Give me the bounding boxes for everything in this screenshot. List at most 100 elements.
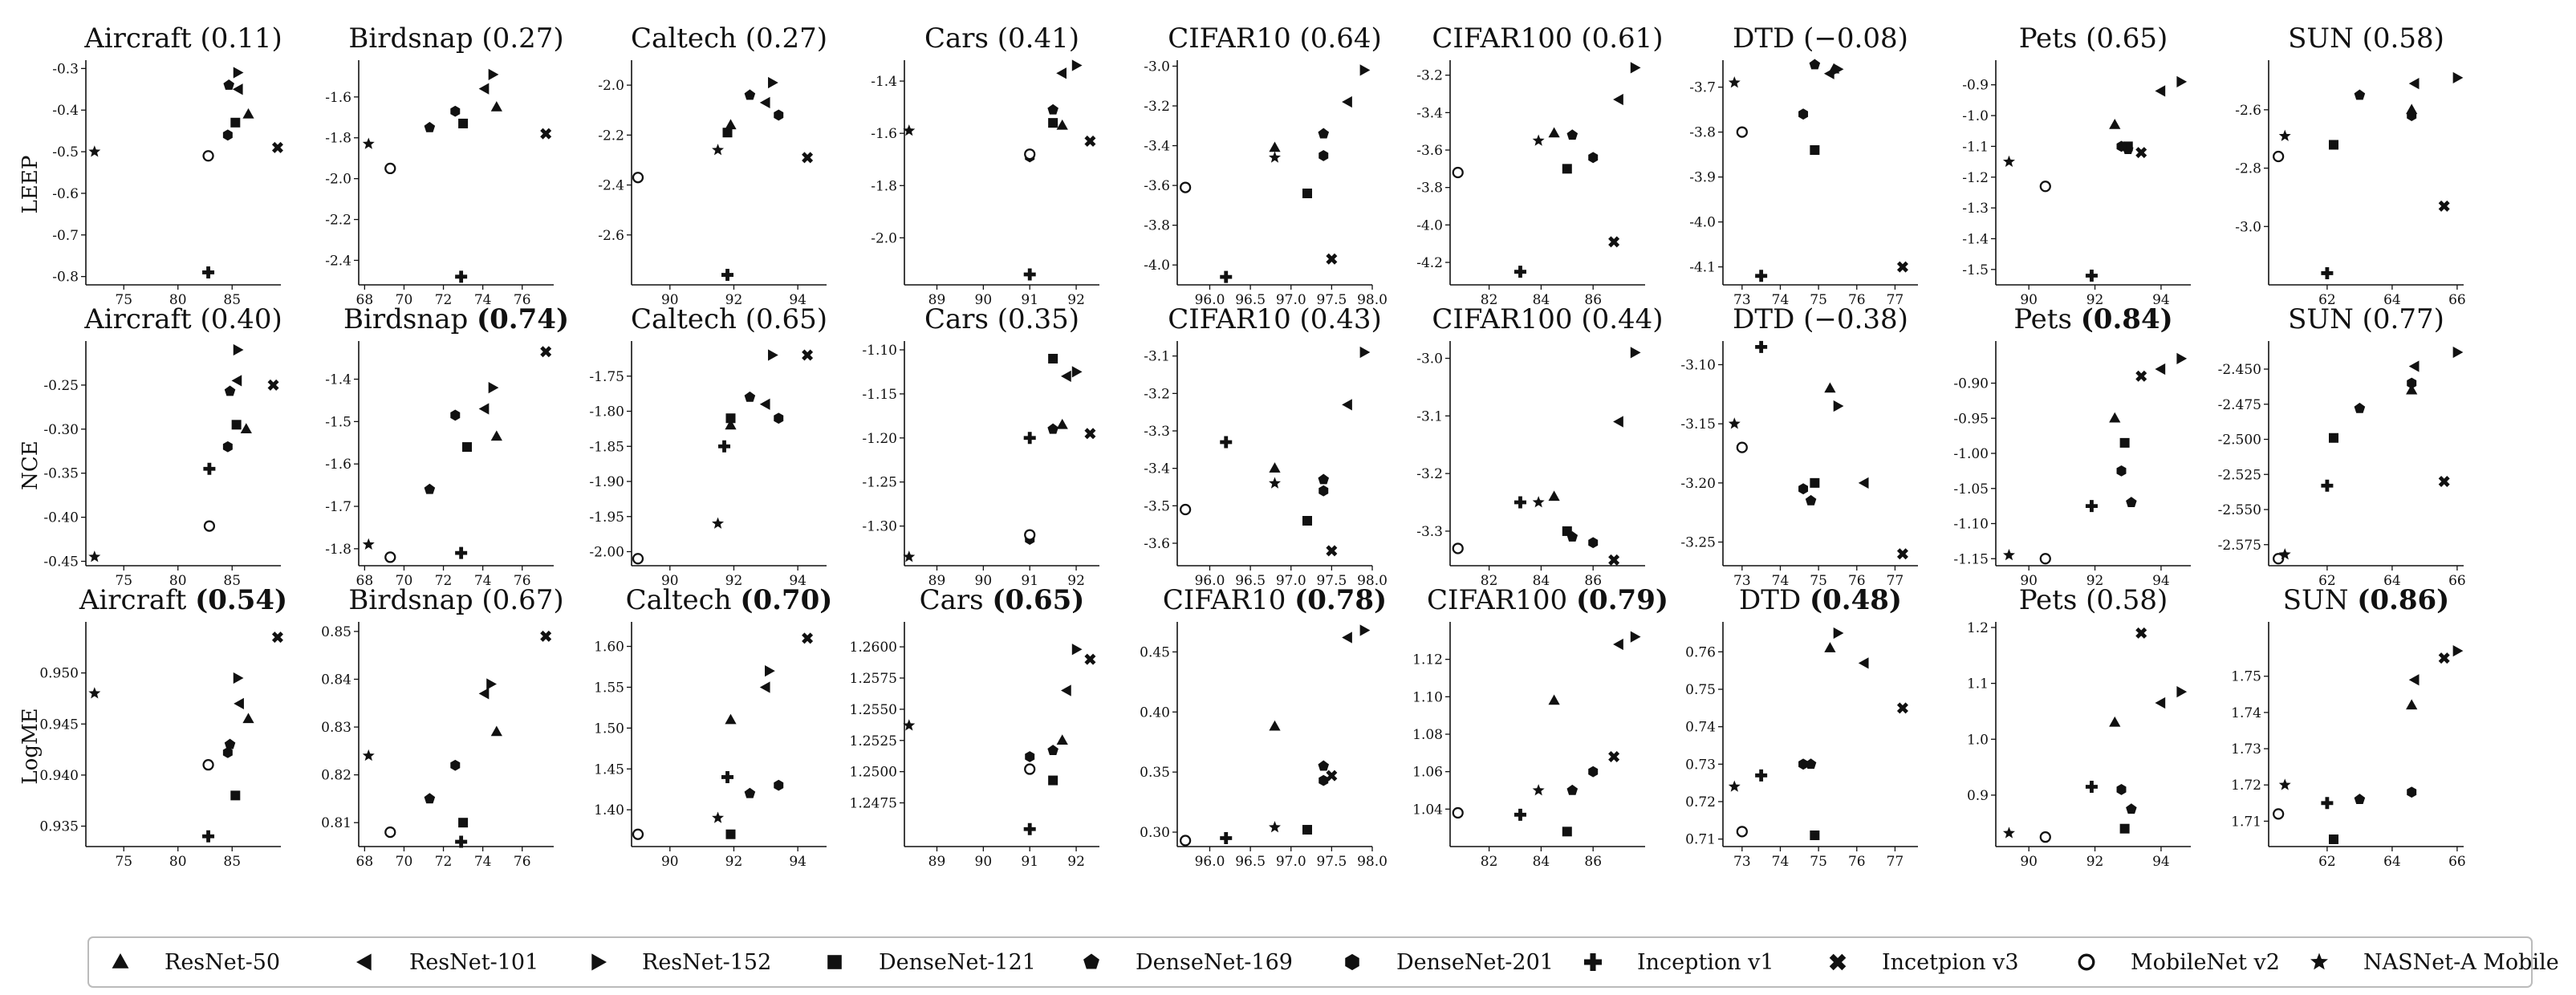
legend-marker-square-icon xyxy=(827,955,842,969)
panel-title-dataset: Caltech xyxy=(631,303,746,335)
point-incetpion-v3 xyxy=(1084,428,1096,440)
x-tick-label: 91 xyxy=(1021,292,1038,308)
point-resnet-152 xyxy=(1630,347,1641,359)
point-inception-v1 xyxy=(1220,270,1233,283)
point-densenet-201 xyxy=(1318,150,1329,161)
y-tick-label: -1.15 xyxy=(862,387,897,403)
panel-title-score: (0.61) xyxy=(1581,22,1663,55)
legend-item-incetpion-v3: Incetpion v3 xyxy=(1829,950,2019,975)
y-tick-label: -3.3 xyxy=(1416,524,1443,540)
x-tick-label: 80 xyxy=(169,573,187,589)
point-resnet-152 xyxy=(1359,346,1371,359)
point-incetpion-v3 xyxy=(1084,653,1096,665)
legend-marker-circle-open-icon xyxy=(2078,953,2095,971)
y-tick-label: 1.2525 xyxy=(850,733,897,749)
point-incetpion-v3 xyxy=(271,141,283,153)
x-tick-label: 74 xyxy=(474,573,492,589)
point-nasnet-a-mobile xyxy=(2278,778,2291,790)
x-tick-label: 74 xyxy=(474,292,492,308)
point-resnet-101 xyxy=(1056,67,1067,79)
y-tick-label: -2.4 xyxy=(325,253,351,269)
y-tick-label: -2.0 xyxy=(325,172,351,188)
panel-title-dataset: Cars xyxy=(920,584,993,616)
point-incetpion-v3 xyxy=(1326,545,1338,557)
x-tick-label: 72 xyxy=(435,292,453,308)
y-tick-label: -3.1 xyxy=(1416,408,1443,424)
panel-title-score: (0.40) xyxy=(201,303,282,335)
x-tick-label: 70 xyxy=(396,854,413,870)
y-tick-label: 0.74 xyxy=(1685,720,1716,736)
point-nasnet-a-mobile xyxy=(712,517,725,529)
panel-title-dataset: CIFAR100 xyxy=(1432,303,1581,335)
y-tick-label: -3.6 xyxy=(1416,143,1443,159)
x-tick-label: 97.0 xyxy=(1276,292,1306,308)
scatter-panel: CIFAR100 (0.79) 82 84 86 1.12 1.10 1.08 1.06 1.0… xyxy=(1412,584,1668,870)
point-mobilenet-v2 xyxy=(1024,529,1036,541)
point-densenet-201 xyxy=(1318,774,1329,786)
y-tick-label: -2.575 xyxy=(2218,538,2261,554)
point-densenet-169 xyxy=(1047,104,1058,115)
point-densenet-169 xyxy=(1047,423,1058,434)
y-tick-label: -3.0 xyxy=(1416,351,1443,368)
point-mobilenet-v2 xyxy=(1180,835,1192,847)
panel-title-score: (0.84) xyxy=(2081,303,2173,335)
point-resnet-152 xyxy=(486,678,497,690)
point-mobilenet-v2 xyxy=(632,172,644,184)
y-tick-label: 1.2575 xyxy=(850,671,897,687)
panel-title: CIFAR10 (0.43) xyxy=(1168,303,1382,335)
point-nasnet-a-mobile xyxy=(1728,76,1741,88)
legend-item-resnet-152: ResNet-152 xyxy=(591,950,771,975)
x-tick-label: 82 xyxy=(1481,573,1498,589)
y-tick-label: -0.8 xyxy=(52,270,79,286)
point-nasnet-a-mobile xyxy=(1728,417,1741,429)
y-tick-label: -3.4 xyxy=(1144,139,1170,155)
y-tick-label: 1.2 xyxy=(1967,620,1989,636)
panel-title-score: (0.27) xyxy=(481,22,563,55)
point-mobilenet-v2 xyxy=(1024,763,1036,775)
point-resnet-101 xyxy=(1613,93,1623,106)
panel-title-score: (−0.38) xyxy=(1803,303,1908,335)
point-densenet-121 xyxy=(458,118,469,128)
point-mobilenet-v2 xyxy=(632,828,644,840)
scatter-panel: DTD (−0.08) 73 74 75 76 77 -3.7 -3.8 -3.9 -4.0 -4.… xyxy=(1689,22,1918,308)
y-tick-label: 0.935 xyxy=(39,819,79,835)
point-resnet-50 xyxy=(1056,119,1068,130)
point-resnet-101 xyxy=(1858,657,1869,669)
y-tick-label: -3.7 xyxy=(1689,80,1716,96)
y-tick-label: 1.71 xyxy=(2231,814,2261,830)
y-tick-label: -3.0 xyxy=(1144,59,1170,75)
y-tick-label: -1.6 xyxy=(325,457,351,473)
x-tick-label: 64 xyxy=(2383,854,2401,870)
point-resnet-101 xyxy=(1061,684,1071,696)
point-incetpion-v3 xyxy=(2135,627,2147,639)
x-tick-label: 76 xyxy=(1848,854,1866,870)
legend-label: DenseNet-121 xyxy=(879,950,1036,975)
panel-title-score: (0.86) xyxy=(2357,584,2449,616)
y-tick-label: -4.0 xyxy=(1689,215,1716,231)
point-resnet-50 xyxy=(1824,642,1836,652)
legend-label: NASNet-A Mobile xyxy=(2363,950,2559,975)
point-inception-v1 xyxy=(1023,822,1036,835)
point-inception-v1 xyxy=(455,835,468,848)
panel-title-score: (0.48) xyxy=(1810,584,1902,616)
point-resnet-101 xyxy=(2155,363,2166,376)
point-densenet-201 xyxy=(774,109,784,121)
point-nasnet-a-mobile xyxy=(1269,151,1281,163)
y-tick-label: 1.1 xyxy=(1967,676,1989,692)
point-mobilenet-v2 xyxy=(1452,542,1464,554)
point-resnet-152 xyxy=(233,672,244,684)
y-tick-label: -3.2 xyxy=(1144,99,1170,115)
point-resnet-152 xyxy=(1071,59,1083,71)
point-densenet-169 xyxy=(744,391,756,402)
point-densenet-121 xyxy=(458,818,469,828)
panel-title: Caltech (0.27) xyxy=(631,22,827,55)
row-labels: LEEP NCE LogME xyxy=(18,156,43,785)
panel-title-score: (0.64) xyxy=(1300,22,1382,55)
point-densenet-169 xyxy=(744,787,756,798)
scatter-panel: Pets (0.65) 90 92 94 -0.9 -1.0 -1.1 -1.2 -1.3 -1.… xyxy=(1962,22,2191,308)
y-tick-label: -3.0 xyxy=(2235,219,2261,235)
point-densenet-121 xyxy=(230,790,241,801)
x-tick-label: 73 xyxy=(1733,854,1751,870)
point-incetpion-v3 xyxy=(1326,253,1338,265)
point-incetpion-v3 xyxy=(1608,236,1620,248)
